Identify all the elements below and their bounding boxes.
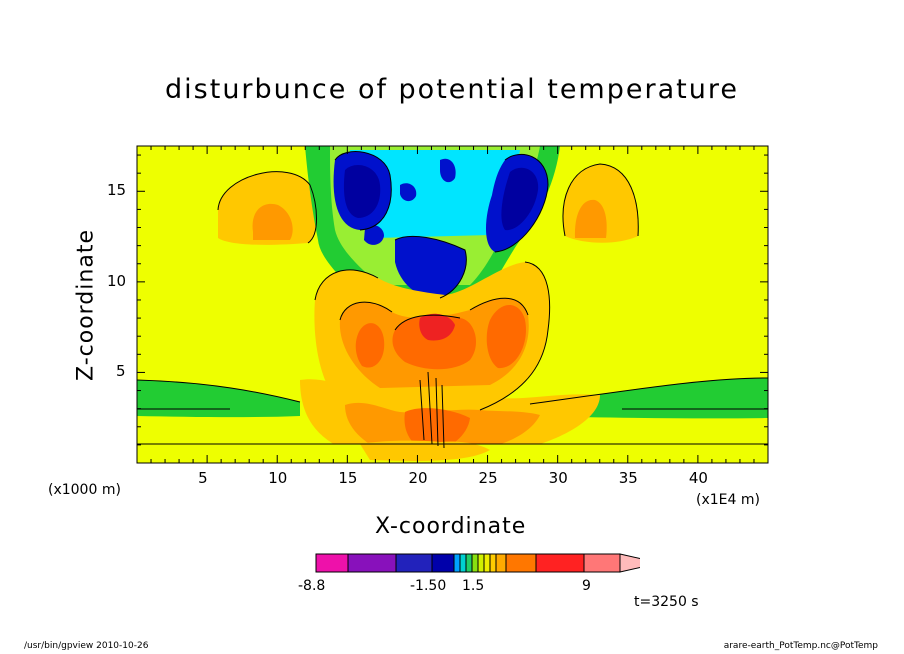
colorbar-label: -1.50 — [410, 578, 447, 594]
contour-plume-left-darkorange — [355, 323, 385, 368]
colorbar-segment — [489, 553, 497, 573]
y-tick-label: 10 — [107, 271, 127, 290]
contour-plume-cyan — [350, 150, 520, 238]
contour-blue-center — [395, 236, 467, 299]
y-axis-ticks — [137, 154, 768, 446]
colorbar-segment — [459, 553, 467, 573]
contour-surface-plume-base — [360, 440, 490, 461]
x-tick-label: 30 — [548, 469, 568, 487]
contour-blue-left-core — [343, 165, 381, 218]
x-tick-label: 10 — [268, 469, 288, 487]
contour-plume-mid-darkorange — [392, 315, 477, 370]
x-axis-ticks — [150, 146, 755, 463]
contour-lines — [137, 151, 768, 449]
contour-blue-right-core — [501, 167, 539, 231]
footer-right: arare-earth_PotTemp.nc@PotTemp — [723, 641, 878, 651]
colorbar-extend-arrow — [619, 553, 640, 573]
contour-left-lobe-core — [252, 203, 293, 240]
contour-right-lobe-core — [574, 199, 607, 238]
colorbar-segment — [315, 553, 349, 573]
time-annotation: t=3250 s — [634, 594, 699, 610]
x-tick-label: 40 — [688, 469, 708, 487]
colorbar-segment — [583, 553, 621, 573]
colorbar-segment — [347, 553, 397, 573]
x-tick-label: 15 — [338, 469, 358, 487]
x-tick-label: 35 — [618, 469, 638, 487]
colorbar-segment — [477, 553, 485, 573]
contour-blue-small-a — [364, 225, 384, 245]
contour-blue-small-c — [440, 158, 456, 183]
footer-left: /usr/bin/gpview 2010-10-26 — [24, 641, 149, 651]
x-tick-label: 5 — [198, 469, 208, 487]
contour-fill-layer — [137, 146, 768, 463]
colorbar-segment — [453, 553, 461, 573]
x-tick-label: 20 — [408, 469, 428, 487]
colorbar-segment — [465, 553, 473, 573]
colorbar-label: 9 — [582, 578, 591, 594]
x-unit-label: (x1E4 m) — [696, 492, 760, 508]
colorbar-segment — [535, 553, 585, 573]
colorbar-segment — [505, 553, 537, 573]
contour-blue-small-b — [400, 183, 417, 202]
colorbar-label: 1.5 — [462, 578, 485, 594]
colorbar-segment — [395, 553, 433, 573]
colorbar-segment — [483, 553, 491, 573]
z-unit-label: (x1000 m) — [48, 482, 121, 498]
contour-plume-right-darkorange — [486, 305, 526, 369]
x-tick-label: 25 — [478, 469, 498, 487]
colorbar-segment — [471, 553, 479, 573]
y-tick-label: 5 — [116, 362, 126, 381]
plot-frame — [136, 145, 769, 464]
colorbar — [315, 553, 640, 573]
x-axis-label: X-coordinate — [375, 514, 527, 539]
contour-low-green-left — [137, 380, 300, 418]
colorbar-segment — [431, 553, 455, 573]
y-axis-label: Z-coordinate — [73, 229, 99, 381]
colorbar-label: -8.8 — [298, 578, 326, 594]
y-tick-label: 15 — [107, 181, 127, 200]
chart-title: disturbunce of potential temperature — [165, 74, 739, 105]
colorbar-segment — [495, 553, 507, 573]
contour-plume-red-core — [419, 313, 455, 341]
